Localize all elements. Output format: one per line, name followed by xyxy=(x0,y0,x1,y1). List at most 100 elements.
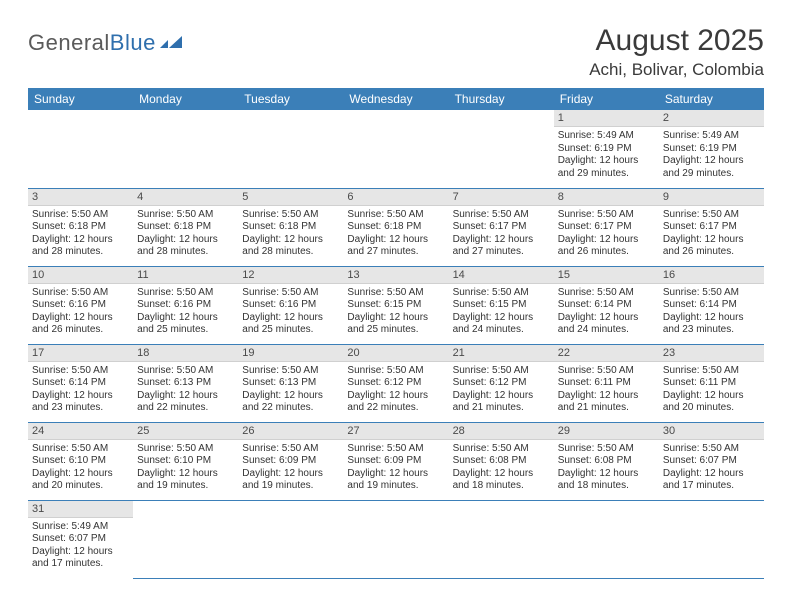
calendar-week: 3Sunrise: 5:50 AMSunset: 6:18 PMDaylight… xyxy=(28,188,764,266)
day-daylight: Daylight: 12 hours and 28 minutes. xyxy=(32,234,129,259)
calendar-cell xyxy=(133,110,238,188)
calendar-cell: 6Sunrise: 5:50 AMSunset: 6:18 PMDaylight… xyxy=(343,188,448,266)
weekday-header: Friday xyxy=(554,88,659,110)
calendar-cell: 8Sunrise: 5:50 AMSunset: 6:17 PMDaylight… xyxy=(554,188,659,266)
calendar-cell: 15Sunrise: 5:50 AMSunset: 6:14 PMDayligh… xyxy=(554,266,659,344)
day-body: Sunrise: 5:50 AMSunset: 6:14 PMDaylight:… xyxy=(28,362,133,419)
calendar-cell: 14Sunrise: 5:50 AMSunset: 6:15 PMDayligh… xyxy=(449,266,554,344)
day-body: Sunrise: 5:50 AMSunset: 6:14 PMDaylight:… xyxy=(659,284,764,341)
day-sunset: Sunset: 6:18 PM xyxy=(137,221,234,234)
day-daylight: Daylight: 12 hours and 26 minutes. xyxy=(558,234,655,259)
day-sunset: Sunset: 6:16 PM xyxy=(137,299,234,312)
day-sunset: Sunset: 6:09 PM xyxy=(347,455,444,468)
day-body: Sunrise: 5:50 AMSunset: 6:12 PMDaylight:… xyxy=(343,362,448,419)
day-sunrise: Sunrise: 5:50 AM xyxy=(663,365,760,378)
day-body: Sunrise: 5:50 AMSunset: 6:14 PMDaylight:… xyxy=(554,284,659,341)
day-daylight: Daylight: 12 hours and 24 minutes. xyxy=(453,312,550,337)
day-body: Sunrise: 5:50 AMSunset: 6:18 PMDaylight:… xyxy=(133,206,238,263)
day-body: Sunrise: 5:50 AMSunset: 6:18 PMDaylight:… xyxy=(343,206,448,263)
day-daylight: Daylight: 12 hours and 18 minutes. xyxy=(558,468,655,493)
day-sunset: Sunset: 6:15 PM xyxy=(347,299,444,312)
day-number: 10 xyxy=(28,267,133,284)
day-daylight: Daylight: 12 hours and 28 minutes. xyxy=(242,234,339,259)
month-title: August 2025 xyxy=(589,24,764,58)
day-sunset: Sunset: 6:10 PM xyxy=(137,455,234,468)
day-sunrise: Sunrise: 5:50 AM xyxy=(242,287,339,300)
day-sunset: Sunset: 6:14 PM xyxy=(663,299,760,312)
day-sunset: Sunset: 6:16 PM xyxy=(242,299,339,312)
calendar-cell xyxy=(343,110,448,188)
day-daylight: Daylight: 12 hours and 23 minutes. xyxy=(32,390,129,415)
day-sunset: Sunset: 6:13 PM xyxy=(242,377,339,390)
day-number: 16 xyxy=(659,267,764,284)
calendar-page: GeneralBlue August 2025 Achi, Bolivar, C… xyxy=(0,0,792,603)
day-number: 21 xyxy=(449,345,554,362)
calendar-cell xyxy=(449,110,554,188)
day-sunrise: Sunrise: 5:50 AM xyxy=(242,209,339,222)
day-number: 4 xyxy=(133,189,238,206)
day-daylight: Daylight: 12 hours and 20 minutes. xyxy=(32,468,129,493)
day-number: 22 xyxy=(554,345,659,362)
day-daylight: Daylight: 12 hours and 27 minutes. xyxy=(453,234,550,259)
day-body: Sunrise: 5:49 AMSunset: 6:19 PMDaylight:… xyxy=(554,127,659,184)
calendar-cell xyxy=(133,500,238,578)
day-sunrise: Sunrise: 5:50 AM xyxy=(453,209,550,222)
day-number: 9 xyxy=(659,189,764,206)
weekday-header: Wednesday xyxy=(343,88,448,110)
day-body: Sunrise: 5:50 AMSunset: 6:15 PMDaylight:… xyxy=(343,284,448,341)
day-sunset: Sunset: 6:12 PM xyxy=(347,377,444,390)
day-body: Sunrise: 5:50 AMSunset: 6:17 PMDaylight:… xyxy=(554,206,659,263)
calendar-cell: 9Sunrise: 5:50 AMSunset: 6:17 PMDaylight… xyxy=(659,188,764,266)
weekday-header: Thursday xyxy=(449,88,554,110)
calendar-cell: 16Sunrise: 5:50 AMSunset: 6:14 PMDayligh… xyxy=(659,266,764,344)
calendar-week: 31Sunrise: 5:49 AMSunset: 6:07 PMDayligh… xyxy=(28,500,764,578)
calendar-cell xyxy=(554,500,659,578)
day-sunrise: Sunrise: 5:49 AM xyxy=(663,130,760,143)
day-number: 6 xyxy=(343,189,448,206)
day-sunrise: Sunrise: 5:50 AM xyxy=(242,443,339,456)
day-body: Sunrise: 5:50 AMSunset: 6:11 PMDaylight:… xyxy=(554,362,659,419)
day-sunset: Sunset: 6:18 PM xyxy=(32,221,129,234)
day-number: 7 xyxy=(449,189,554,206)
calendar-cell: 3Sunrise: 5:50 AMSunset: 6:18 PMDaylight… xyxy=(28,188,133,266)
day-sunrise: Sunrise: 5:50 AM xyxy=(32,443,129,456)
calendar-cell xyxy=(343,500,448,578)
day-daylight: Daylight: 12 hours and 26 minutes. xyxy=(32,312,129,337)
title-block: August 2025 Achi, Bolivar, Colombia xyxy=(589,24,764,80)
day-daylight: Daylight: 12 hours and 26 minutes. xyxy=(663,234,760,259)
day-daylight: Daylight: 12 hours and 25 minutes. xyxy=(137,312,234,337)
logo-general: General xyxy=(28,30,110,55)
calendar-week: 24Sunrise: 5:50 AMSunset: 6:10 PMDayligh… xyxy=(28,422,764,500)
day-daylight: Daylight: 12 hours and 28 minutes. xyxy=(137,234,234,259)
day-number: 1 xyxy=(554,110,659,127)
day-number: 17 xyxy=(28,345,133,362)
day-number: 3 xyxy=(28,189,133,206)
day-sunrise: Sunrise: 5:49 AM xyxy=(558,130,655,143)
day-sunset: Sunset: 6:17 PM xyxy=(663,221,760,234)
day-body: Sunrise: 5:50 AMSunset: 6:13 PMDaylight:… xyxy=(238,362,343,419)
day-daylight: Daylight: 12 hours and 19 minutes. xyxy=(242,468,339,493)
day-number: 26 xyxy=(238,423,343,440)
day-number: 2 xyxy=(659,110,764,127)
day-daylight: Daylight: 12 hours and 29 minutes. xyxy=(663,155,760,180)
day-number: 19 xyxy=(238,345,343,362)
day-number: 28 xyxy=(449,423,554,440)
day-body: Sunrise: 5:50 AMSunset: 6:10 PMDaylight:… xyxy=(28,440,133,497)
weekday-row: SundayMondayTuesdayWednesdayThursdayFrid… xyxy=(28,88,764,110)
day-body: Sunrise: 5:50 AMSunset: 6:12 PMDaylight:… xyxy=(449,362,554,419)
calendar-table: SundayMondayTuesdayWednesdayThursdayFrid… xyxy=(28,88,764,579)
day-sunrise: Sunrise: 5:50 AM xyxy=(137,443,234,456)
day-body: Sunrise: 5:50 AMSunset: 6:16 PMDaylight:… xyxy=(238,284,343,341)
day-daylight: Daylight: 12 hours and 17 minutes. xyxy=(32,546,129,571)
day-number: 13 xyxy=(343,267,448,284)
calendar-week: 10Sunrise: 5:50 AMSunset: 6:16 PMDayligh… xyxy=(28,266,764,344)
day-sunrise: Sunrise: 5:50 AM xyxy=(242,365,339,378)
day-sunrise: Sunrise: 5:50 AM xyxy=(347,443,444,456)
day-body: Sunrise: 5:49 AMSunset: 6:07 PMDaylight:… xyxy=(28,518,133,575)
day-sunrise: Sunrise: 5:50 AM xyxy=(558,287,655,300)
calendar-week: 1Sunrise: 5:49 AMSunset: 6:19 PMDaylight… xyxy=(28,110,764,188)
day-sunset: Sunset: 6:13 PM xyxy=(137,377,234,390)
day-sunset: Sunset: 6:08 PM xyxy=(453,455,550,468)
day-sunset: Sunset: 6:17 PM xyxy=(558,221,655,234)
calendar-cell: 5Sunrise: 5:50 AMSunset: 6:18 PMDaylight… xyxy=(238,188,343,266)
